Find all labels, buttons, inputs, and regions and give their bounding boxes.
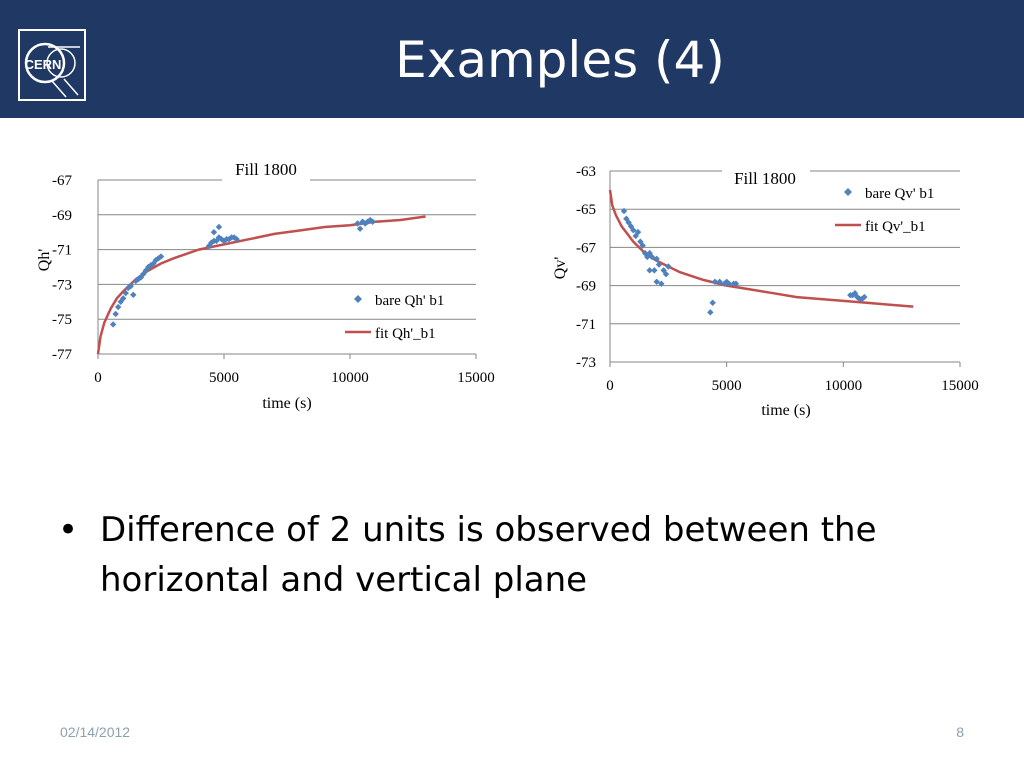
- chart-qv-data-point: [620, 207, 628, 215]
- chart-qh-legend-bare: bare Qh' b1: [375, 293, 444, 309]
- chart-qv: -63 -65 -67 -69 -71 -73 0 5000 10000 15000 Fill 1…: [552, 164, 979, 419]
- chart-qh-ytick-label: -73: [52, 277, 72, 293]
- chart-qv-legend-marker: [844, 188, 852, 196]
- chart-qv-data-point: [707, 309, 714, 316]
- chart-qh-data-point: [215, 223, 223, 231]
- chart-qh-fit-line: [96, 215, 426, 355]
- chart-qh-ytick-label: -67: [52, 173, 72, 189]
- chart-qh-data-point: [122, 289, 129, 297]
- chart-qh-fit-series: [96, 215, 426, 355]
- chart-qv-data-point: [648, 253, 656, 261]
- chart-qv-ytick-label: -71: [576, 317, 596, 333]
- chart-qh-xtick-label: 15000: [457, 370, 495, 386]
- page-number: 8: [956, 724, 964, 740]
- chart-qv-title-bg: [722, 165, 810, 189]
- chart-qh-legend-fit: fit Qh'_b1: [375, 326, 436, 342]
- chart-qh-data-point: [137, 274, 145, 281]
- chart-qh-data-point: [109, 321, 117, 328]
- chart-qv-ytick-label: -73: [576, 355, 596, 371]
- chart-qh-data-point: [112, 310, 119, 318]
- chart-qv-data-point: [634, 228, 642, 236]
- cern-logo-text: CERN: [25, 57, 62, 72]
- chart-qv-data-point: [725, 280, 733, 287]
- chart-qv-ticks: -63 -65 -67 -69 -71 -73 0 5000 10000 15000: [576, 164, 979, 394]
- chart-qh-title: Fill 1800: [235, 160, 297, 179]
- chart-qh: -67 -69 -71 -73 -75 -77 0 5000 10000 15000 Fill 1…: [36, 158, 495, 412]
- chart-qh-xtick-label: 0: [94, 370, 102, 386]
- bullet-icon: •: [58, 510, 79, 550]
- chart-qh-legend: bare Qh' b1 fit Qh'_b1: [345, 293, 444, 342]
- chart-qh-ylabel: Qh': [36, 249, 53, 272]
- cern-logo: CERN: [18, 29, 86, 101]
- chart-qh-xlabel: time (s): [262, 395, 311, 412]
- footer-date: 02/14/2012: [60, 724, 131, 740]
- chart-qh-ytick-label: -77: [52, 347, 72, 363]
- chart-qh-xtick-label: 10000: [331, 370, 369, 386]
- chart-qh-data-point: [130, 291, 137, 299]
- chart-qh-data-point: [356, 225, 364, 232]
- chart-qv-data-point: [709, 299, 716, 306]
- chart-qh-data-point: [120, 295, 127, 302]
- chart-qh-ytick-label: -71: [52, 243, 72, 259]
- slide-title: Examples (4): [395, 31, 725, 89]
- chart-qv-ylabel-text: Qv': [552, 257, 569, 280]
- chart-qv-legend-fit: fit Qv'_b1: [865, 219, 926, 235]
- chart-qh-grid: [98, 179, 476, 355]
- chart-qv-ytick-label: -65: [576, 202, 596, 218]
- chart-qh-xtick-label: 5000: [209, 370, 239, 386]
- chart-qv-xtick-label: 10000: [825, 378, 863, 394]
- chart-qv-fit-series: [608, 189, 914, 308]
- chart-qh-data-point: [210, 229, 218, 236]
- chart-qv-data-point: [651, 267, 658, 274]
- chart-qh-data-point: [233, 235, 240, 243]
- chart-qh-data-point: [225, 235, 233, 243]
- chart-qh-legend-marker: [354, 295, 362, 303]
- chart-qh-data-point: [369, 218, 376, 225]
- chart-qv-data-point: [662, 270, 670, 278]
- chart-qv-fit-line: [608, 189, 914, 308]
- chart-qh-ticks: -67 -69 -71 -73 -75 -77 0 5000 10000 15000: [52, 173, 495, 386]
- chart-qv-data-point: [655, 261, 663, 268]
- chart-qh-ytick-label: -75: [52, 312, 72, 328]
- chart-qh-data-point: [114, 303, 122, 311]
- chart-qh-title-bg: [222, 158, 310, 182]
- chart-qv-xtick-label: 5000: [712, 378, 742, 394]
- title-bar: CERN Examples (4): [0, 0, 1024, 118]
- chart-qh-bare-series: [109, 216, 376, 328]
- chart-qv-xlabel: time (s): [761, 402, 810, 419]
- chart-qh-data-point: [361, 220, 369, 227]
- chart-qh-data-point: [157, 253, 165, 260]
- bullet-text: Difference of 2 units is observed betwee…: [100, 510, 877, 600]
- chart-qv-xtick-label: 15000: [941, 378, 979, 394]
- chart-qh-ytick-label: -69: [52, 208, 72, 224]
- chart-qv-ytick-label: -67: [576, 240, 596, 256]
- chart-qv-ytick-label: -63: [576, 164, 596, 180]
- chart-qv-xtick-label: 0: [606, 378, 614, 394]
- chart-qv-data-point: [711, 278, 719, 285]
- chart-qv-data-point: [732, 280, 740, 287]
- chart-qh-axes: [97, 180, 477, 359]
- chart-qh-data-point: [127, 282, 134, 290]
- chart-qv-legend-bare: bare Qv' b1: [865, 186, 934, 202]
- chart-qv-legend: bare Qv' b1 fit Qv'_b1: [835, 186, 934, 235]
- chart-qv-ytick-label: -69: [576, 279, 596, 295]
- chart-qv-title: Fill 1800: [734, 169, 796, 188]
- chart-qh-data-point: [354, 220, 361, 227]
- chart-qv-axes: [609, 171, 961, 367]
